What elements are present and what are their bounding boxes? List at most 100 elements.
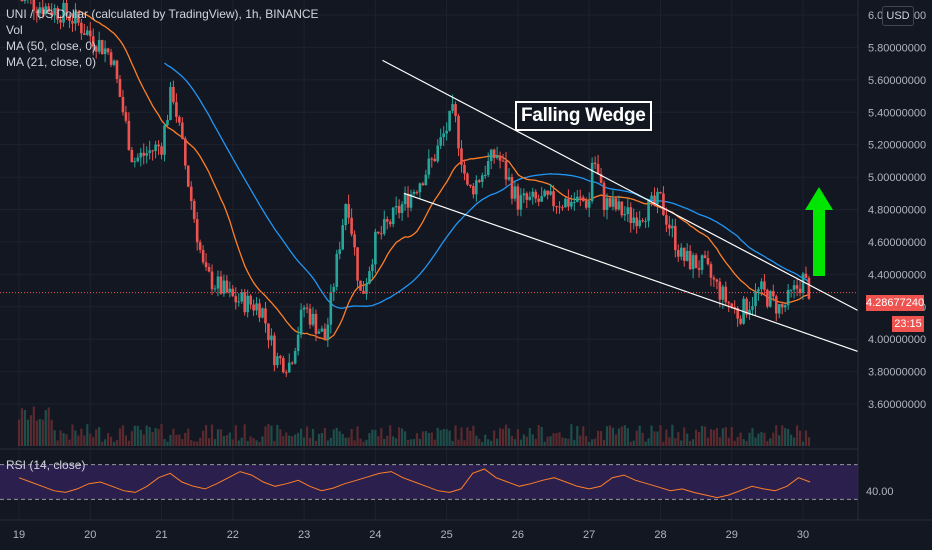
price-tick-label: 4.40000000: [868, 269, 926, 281]
time-axis[interactable]: 19 20 21 22 23 24 25 26 27 28 29 30: [0, 519, 932, 541]
candle-body: [56, 8, 59, 20]
volume-bar: [112, 441, 116, 446]
volume-bar: [694, 429, 698, 446]
volume-bar: [308, 437, 312, 446]
candle-body: [620, 201, 624, 216]
candle-body: [739, 318, 742, 324]
wedge-upper-line: [382, 59, 861, 313]
chart-legend: UNI / US Dollar (calculated by TradingVi…: [6, 6, 319, 70]
ma50-legend[interactable]: MA (50, close, 0): [6, 39, 97, 53]
price-axis[interactable]: 6.000000005.800000005.600000005.40000000…: [857, 0, 932, 550]
volume-bar: [602, 439, 606, 446]
candle-body: [676, 250, 680, 257]
volume-bar: [674, 438, 677, 446]
time-tick-label: 29: [726, 529, 738, 541]
candle-body: [605, 198, 609, 210]
moving-averages: [78, 10, 810, 341]
volume-bar: [712, 430, 716, 446]
volume-bar: [199, 437, 202, 446]
candle-body: [783, 305, 787, 308]
candle-body: [127, 120, 131, 150]
volume-bar: [124, 435, 128, 446]
volume-bar: [724, 427, 727, 446]
candle-body: [198, 242, 202, 250]
volume-bar: [772, 432, 775, 446]
candle-body: [483, 174, 487, 176]
volume-bar: [383, 438, 386, 446]
candle-body: [608, 198, 612, 207]
candle-body: [130, 149, 134, 163]
candle-body: [195, 219, 199, 243]
rsi-axis-label: 40.00: [866, 486, 894, 498]
time-tick-label: 27: [583, 529, 595, 541]
volume-bar: [736, 436, 739, 446]
candle-body: [415, 191, 419, 193]
currency-button[interactable]: USD: [882, 6, 914, 26]
candle-body: [561, 207, 564, 209]
falling-wedge-label: Falling Wedge: [515, 101, 652, 131]
volume-bar: [466, 427, 469, 446]
candle-body: [525, 193, 529, 200]
volume-bar: [62, 433, 65, 446]
candle-body: [558, 206, 561, 208]
candle-body: [264, 308, 267, 324]
candle-body: [611, 198, 615, 207]
candle-body: [59, 19, 62, 23]
volume-legend[interactable]: Vol: [6, 23, 23, 37]
volume-bar: [356, 426, 359, 446]
candle-body: [492, 149, 496, 158]
candle-body: [219, 276, 223, 294]
volume-bar: [418, 438, 422, 446]
candle-body: [685, 250, 689, 261]
volume-bar: [157, 429, 160, 446]
volume-bar: [190, 440, 193, 446]
volume-bar: [472, 425, 475, 446]
candle-body: [228, 288, 232, 293]
volume-bar: [294, 434, 297, 446]
time-tick-label: 19: [13, 529, 25, 541]
candle-body: [730, 303, 734, 308]
candle-body: [590, 162, 594, 202]
candle-body: [668, 224, 671, 229]
candle-body: [697, 268, 701, 270]
time-tick-label: 21: [155, 529, 167, 541]
candle-body: [486, 161, 490, 175]
volume-bar: [56, 440, 59, 446]
candle-body: [106, 48, 110, 53]
volume-bar: [273, 440, 276, 446]
volume-bar: [187, 428, 190, 446]
volume-bar: [243, 424, 246, 446]
volume-bar: [739, 432, 742, 446]
candle-body: [674, 225, 677, 251]
candle-body: [659, 191, 662, 194]
volume-bar: [475, 435, 478, 446]
volume-bar: [599, 431, 603, 446]
volume-bar: [775, 425, 778, 446]
volume-bar: [680, 440, 683, 446]
candle-body: [311, 313, 315, 325]
candle-body: [163, 125, 166, 155]
candle-body: [299, 309, 303, 335]
rsi-legend[interactable]: RSI (14, close): [6, 458, 86, 472]
candle-body: [709, 264, 713, 278]
volume-bar: [567, 438, 570, 446]
volume-bar: [44, 410, 47, 446]
candle-body: [757, 289, 760, 292]
candle-body: [240, 292, 244, 302]
volume-bar: [350, 428, 353, 446]
volume-bar: [421, 431, 424, 446]
price-tick-label: 4.80000000: [868, 205, 926, 217]
candle-body: [243, 292, 246, 313]
volume-bar: [323, 427, 326, 446]
volume-bar: [178, 434, 181, 446]
volume-bar: [463, 440, 466, 446]
symbol-title[interactable]: UNI / US Dollar (calculated by TradingVi…: [6, 7, 319, 21]
ma21-legend[interactable]: MA (21, close, 0): [6, 55, 97, 69]
volume-bar: [718, 437, 721, 446]
volume-bar: [433, 439, 436, 446]
candle-body: [691, 255, 695, 270]
candle-body: [38, 7, 42, 14]
candle-body: [807, 277, 811, 299]
volume-bar: [647, 438, 650, 446]
